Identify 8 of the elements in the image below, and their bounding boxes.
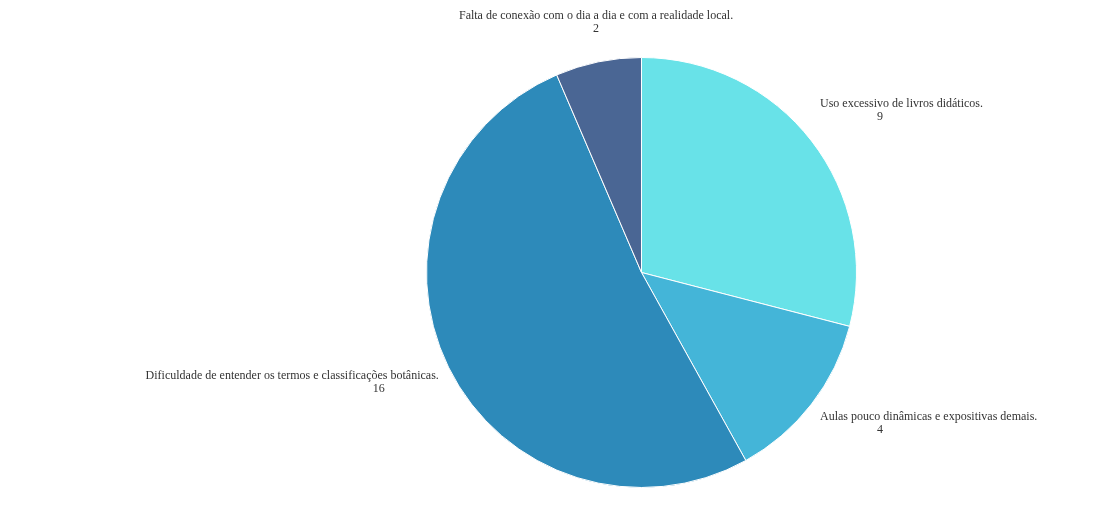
slice-label: Dificuldade de entender os termos e classificações botânicas. xyxy=(145,367,439,382)
slice-label: Aulas pouco dinâmicas e expositivas demais. xyxy=(820,408,1038,423)
data-label: 16 xyxy=(372,380,385,395)
slice-label: Falta de conexão com o dia a dia e com a realidade local. xyxy=(458,7,734,22)
data-label: 4 xyxy=(877,421,884,436)
data-label: 9 xyxy=(877,109,884,124)
data-label: 2 xyxy=(593,20,600,35)
slice-label: Uso excessivo de livros didáticos. xyxy=(820,96,983,111)
